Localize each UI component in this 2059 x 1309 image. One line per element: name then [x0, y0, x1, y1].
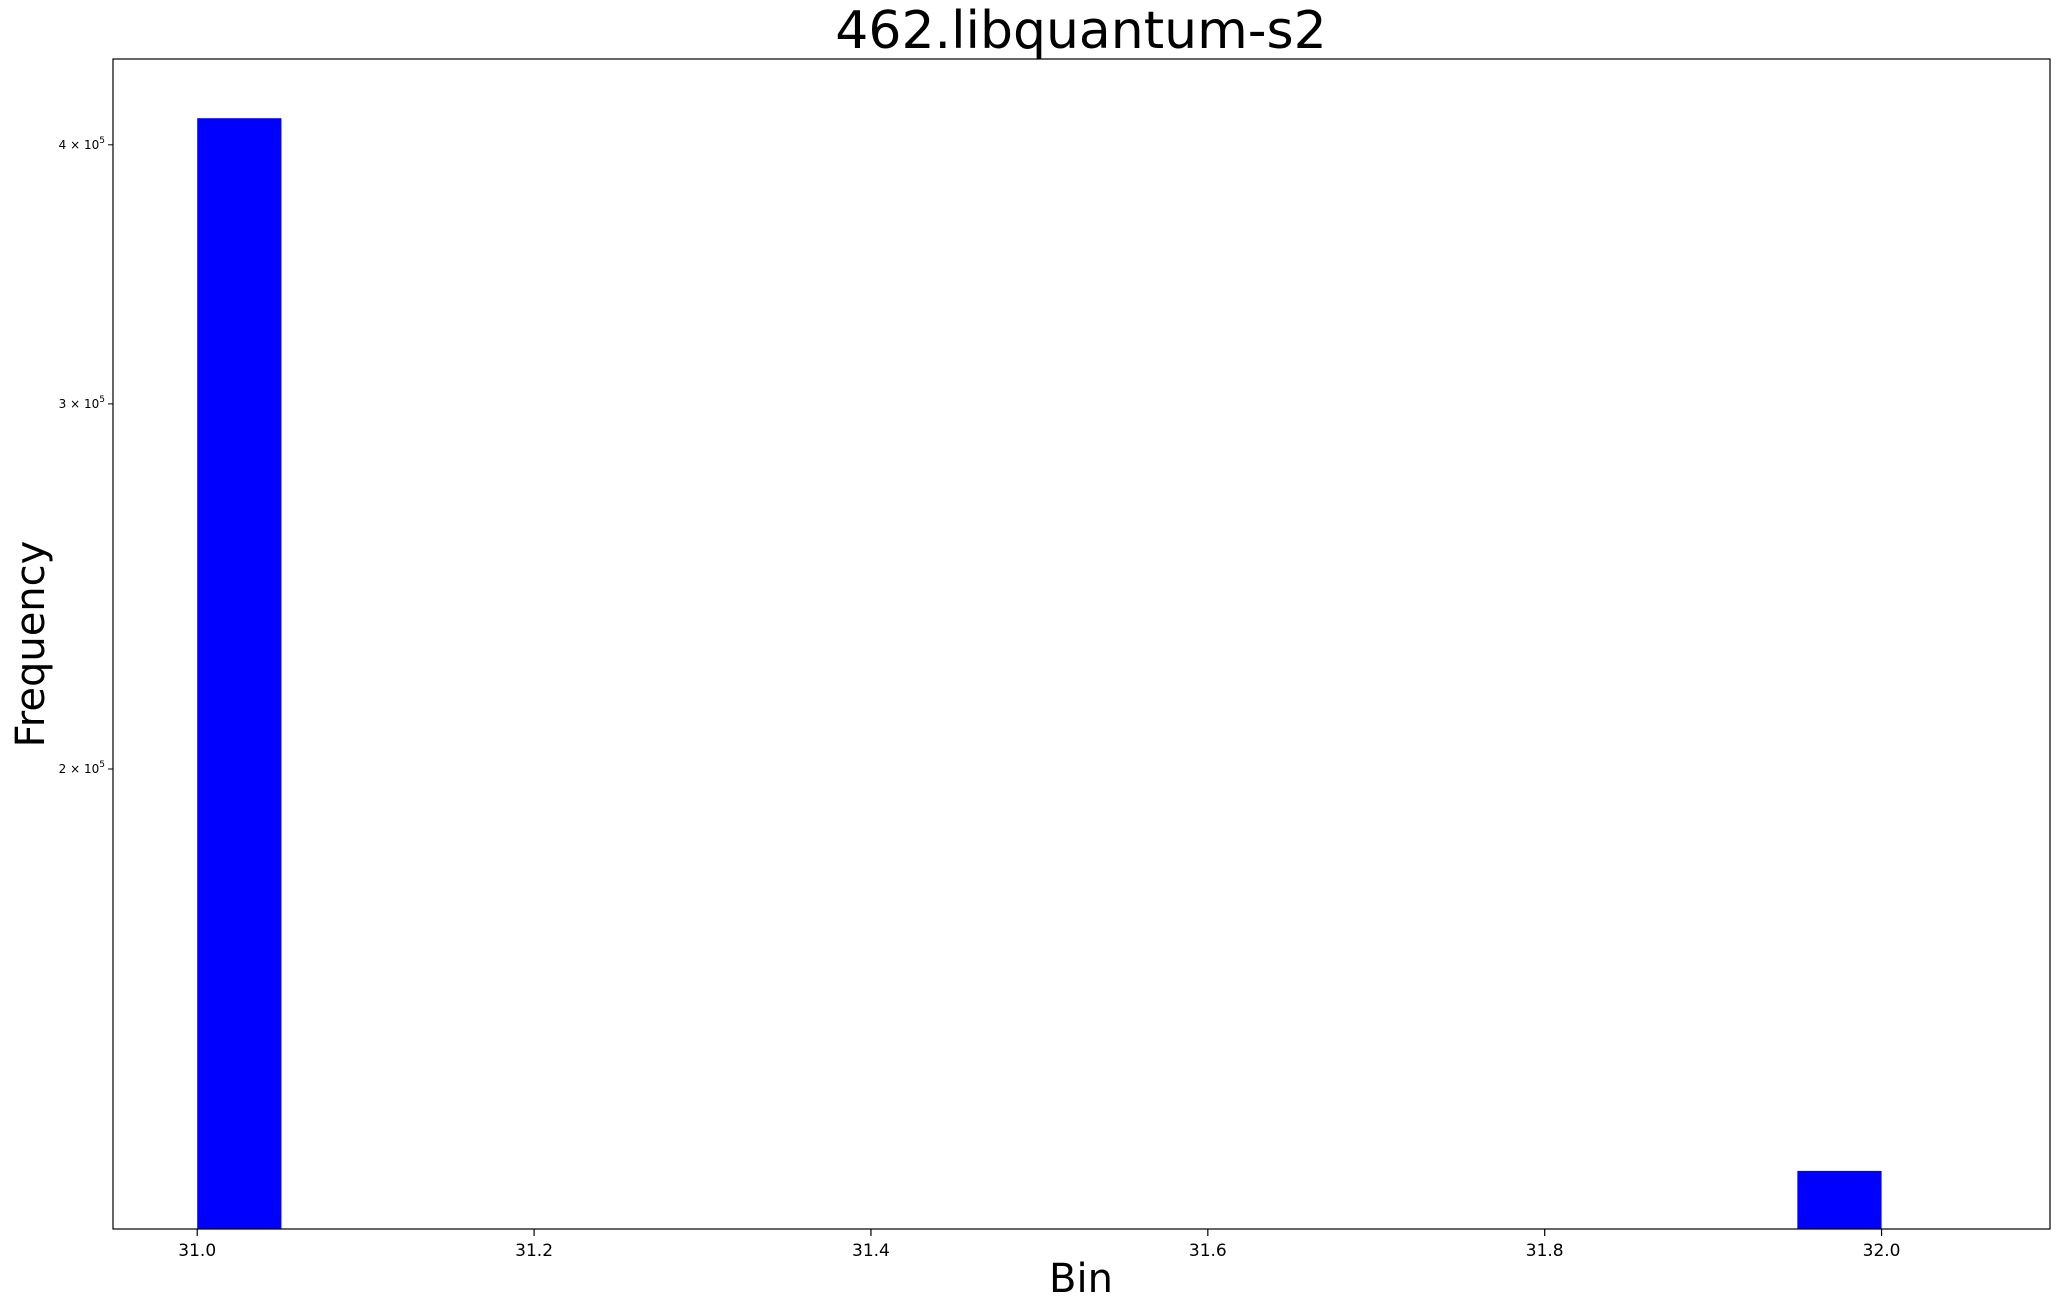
y-tick-label: 4 × 105: [59, 136, 105, 152]
x-tick-label: 31.6: [1189, 1241, 1227, 1261]
y-tick-exponent: 5: [99, 760, 105, 770]
histogram-bar: [1797, 1170, 1882, 1229]
y-axis-label: Frequency: [8, 541, 54, 748]
x-tick-label: 31.0: [178, 1241, 216, 1261]
x-tick-label: 31.4: [852, 1241, 890, 1261]
x-tick-label: 32.0: [1863, 1241, 1901, 1261]
x-tick-label: 31.8: [1526, 1241, 1564, 1261]
y-tick-label: 3 × 105: [59, 395, 105, 411]
y-tick-base: 2 × 10: [59, 762, 100, 776]
y-tick-label: 2 × 105: [59, 760, 105, 776]
x-axis-ticks: 31.0 31.2 31.4 31.6 31.8 32.0: [178, 1229, 1900, 1261]
chart-title: 462.libquantum-s2: [835, 1, 1326, 61]
y-tick-base: 4 × 10: [59, 138, 100, 152]
y-tick-exponent: 5: [99, 395, 105, 405]
x-axis-label: Bin: [1049, 1256, 1113, 1302]
x-tick-label: 31.2: [515, 1241, 553, 1261]
histogram-bar: [197, 118, 282, 1230]
y-tick-base: 3 × 10: [59, 397, 100, 411]
plot-frame: [112, 58, 2051, 1230]
y-tick-exponent: 5: [99, 136, 105, 146]
bars-group: [197, 118, 1882, 1230]
